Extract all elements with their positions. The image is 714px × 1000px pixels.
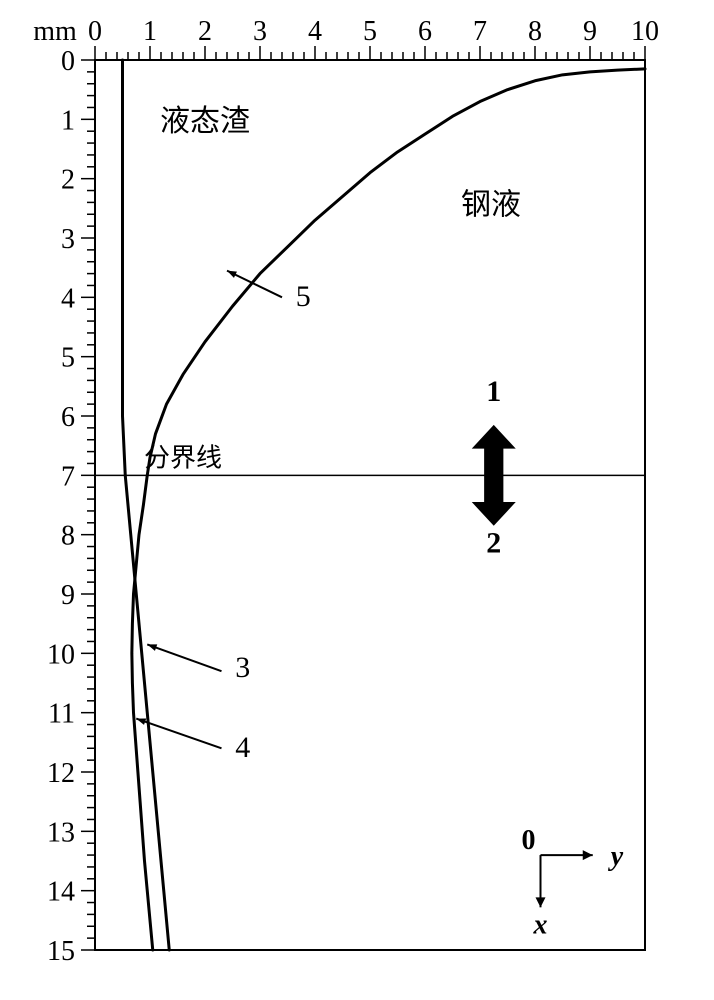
y-tick-label: 12 <box>47 758 75 789</box>
x-tick-label: 5 <box>363 16 377 47</box>
y-tick-label: 9 <box>61 580 75 611</box>
coord-y-label: y <box>608 841 624 872</box>
annotation-5-arrowhead-icon <box>227 271 237 278</box>
x-tick-label: 6 <box>418 16 432 47</box>
annotation-3-label: 3 <box>235 651 250 684</box>
y-tick-label: 13 <box>47 817 75 848</box>
y-tick-label: 15 <box>47 936 75 967</box>
y-tick-label: 10 <box>47 639 75 670</box>
y-tick-label: 5 <box>61 343 75 374</box>
annotation-4-arrowhead-icon <box>136 718 146 724</box>
y-tick-label: 3 <box>61 224 75 255</box>
y-tick-label: 6 <box>61 402 75 433</box>
coord-x-arrowhead-icon <box>536 897 546 907</box>
annotation-3-leader <box>147 644 221 671</box>
annotation-2: 2 <box>486 526 501 559</box>
label-liquid-slag: 液态渣 <box>160 105 250 138</box>
curve-4 <box>132 475 153 950</box>
arrow-down-icon <box>472 475 516 525</box>
arrow-up-icon <box>472 425 516 475</box>
y-tick-label: 8 <box>61 521 75 552</box>
x-tick-label: 9 <box>583 16 597 47</box>
label-boundary-line: 分界线 <box>144 443 222 472</box>
y-tick-label: 2 <box>61 165 75 196</box>
coord-x-label: x <box>533 909 548 940</box>
x-tick-label: 0 <box>88 16 102 47</box>
label-molten-steel: 钢液 <box>461 188 521 221</box>
diagram-svg: 012345678910mm0123456789101112131415液态渣钢… <box>0 0 714 1000</box>
y-tick-label: 11 <box>48 699 75 730</box>
annotation-3-arrowhead-icon <box>147 644 157 650</box>
y-tick-label: 14 <box>47 877 75 908</box>
x-axis-unit-label: mm <box>33 16 77 47</box>
x-tick-label: 8 <box>528 16 542 47</box>
annotation-5-label: 5 <box>296 280 311 313</box>
coord-origin-label: 0 <box>522 825 536 856</box>
diagram-container: 012345678910mm0123456789101112131415液态渣钢… <box>0 0 714 1000</box>
x-tick-label: 4 <box>308 16 322 47</box>
annotation-4-label: 4 <box>235 731 250 764</box>
y-tick-label: 1 <box>61 105 75 136</box>
y-tick-label: 7 <box>61 461 75 492</box>
x-tick-label: 7 <box>473 16 487 47</box>
x-tick-label: 1 <box>143 16 157 47</box>
x-tick-label: 3 <box>253 16 267 47</box>
x-tick-label: 2 <box>198 16 212 47</box>
coord-y-arrowhead-icon <box>583 850 593 860</box>
x-tick-label: 10 <box>631 16 659 47</box>
y-tick-label: 0 <box>61 46 75 77</box>
plot-border <box>95 60 645 950</box>
y-tick-label: 4 <box>61 283 75 314</box>
curve-3 <box>123 60 170 950</box>
annotation-1: 1 <box>486 375 501 408</box>
